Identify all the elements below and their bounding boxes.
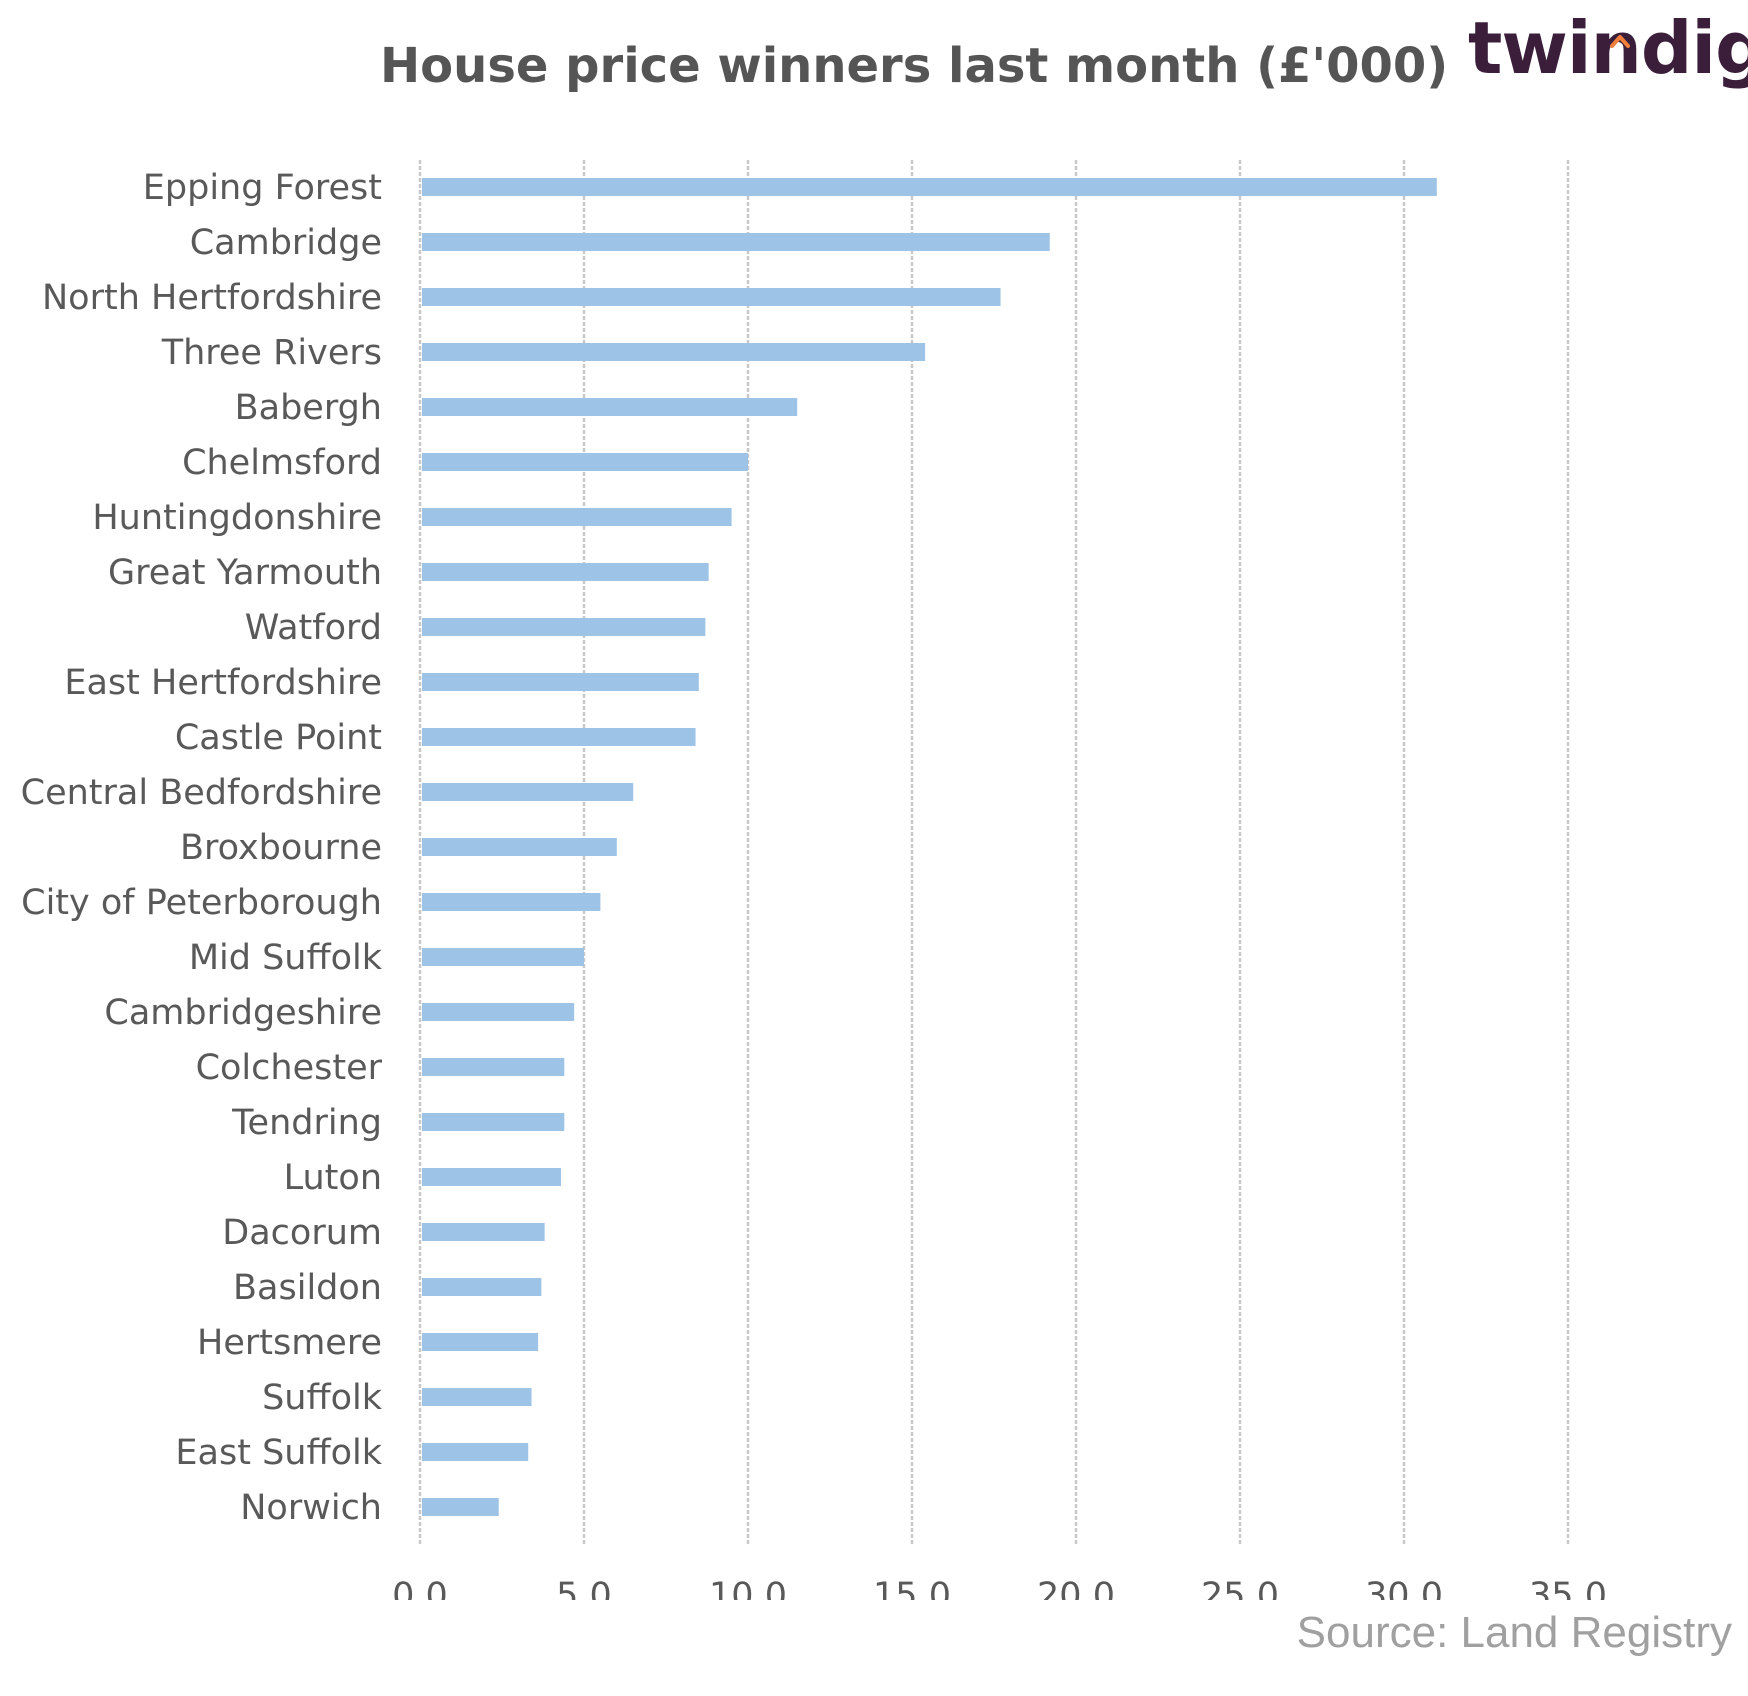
bar [422, 398, 798, 416]
category-label: Colchester [196, 1048, 383, 1088]
logo-roof-icon [1610, 35, 1630, 48]
category-labels: Epping Forest Cambridge North Hertfordshir… [21, 168, 383, 1528]
category-label: Basildon [233, 1268, 382, 1308]
category-label: Central Bedfordshire [21, 773, 382, 813]
bar [422, 1223, 545, 1241]
bar [422, 1388, 532, 1406]
category-label: Suffolk [262, 1378, 383, 1418]
x-tick-label: 5.0 [556, 1576, 612, 1600]
x-tick-label: 15.0 [873, 1576, 951, 1600]
chart-title: House price winners last month (£'000) [380, 38, 1449, 94]
category-label: City of Peterborough [21, 883, 382, 923]
category-label: Cambridgeshire [104, 993, 382, 1033]
source-note: Source: Land Registry [1296, 1608, 1732, 1657]
x-tick-label: 0.0 [392, 1576, 448, 1600]
bar [422, 508, 732, 526]
category-label: East Suffolk [175, 1433, 382, 1473]
x-tick-label: 10.0 [709, 1576, 787, 1600]
category-label: Great Yarmouth [108, 553, 382, 593]
bar [422, 343, 926, 361]
category-label: Cambridge [190, 223, 382, 263]
category-label: Three Rivers [161, 333, 382, 373]
category-label: Chelmsford [182, 443, 382, 483]
bar [422, 1058, 565, 1076]
bar [422, 838, 617, 856]
bar [422, 1003, 575, 1021]
category-label: Dacorum [222, 1213, 382, 1253]
bar [422, 288, 1001, 306]
bar [422, 563, 709, 581]
bar [422, 673, 699, 691]
bar [422, 948, 584, 966]
category-label: Mid Suffolk [189, 938, 383, 978]
twindig-logo: twindig [1468, 6, 1748, 90]
bar [422, 1278, 542, 1296]
category-label: East Hertfordshire [64, 663, 382, 703]
bar [422, 453, 748, 471]
category-label: Castle Point [175, 718, 382, 758]
bar [422, 728, 696, 746]
category-label: Luton [284, 1158, 382, 1198]
bar [422, 1498, 499, 1516]
bar [422, 1443, 529, 1461]
category-label: North Hertfordshire [42, 278, 382, 318]
bar [422, 618, 706, 636]
x-tick-label: 20.0 [1037, 1576, 1115, 1600]
category-label: Hertsmere [197, 1323, 382, 1363]
category-label: Babergh [235, 388, 382, 428]
bar [422, 893, 601, 911]
category-label: Epping Forest [143, 168, 382, 208]
category-label: Tendring [231, 1103, 382, 1143]
category-label: Huntingdonshire [92, 498, 382, 538]
bars [422, 178, 1437, 1516]
x-tick-label: 30.0 [1365, 1576, 1443, 1600]
category-label: Watford [245, 608, 382, 648]
bar [422, 178, 1437, 196]
bar [422, 783, 634, 801]
x-tick-label: 35.0 [1529, 1576, 1607, 1600]
bar [422, 1333, 539, 1351]
category-label: Norwich [240, 1488, 382, 1528]
x-axis-tick-labels: 0.0 5.0 10.0 15.0 20.0 25.0 30.0 35.0 [392, 1576, 1607, 1600]
x-tick-label: 25.0 [1201, 1576, 1279, 1600]
bar-chart: Epping Forest Cambridge North Hertfordshir… [21, 160, 1607, 1600]
category-label: Broxbourne [180, 828, 382, 868]
bar [422, 233, 1050, 251]
bar [422, 1168, 562, 1186]
bar [422, 1113, 565, 1131]
